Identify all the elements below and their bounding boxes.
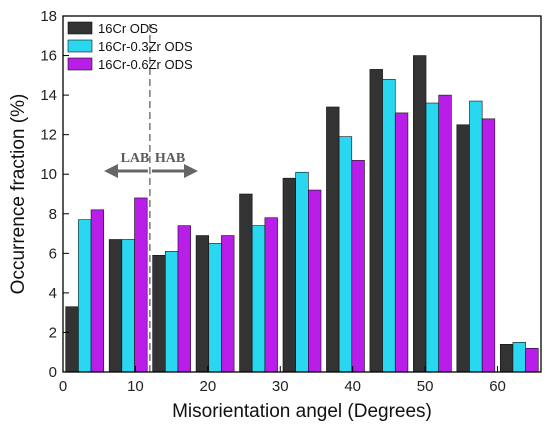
bar-16cr-0-6zr-ods-39 bbox=[351, 160, 365, 373]
bar-16cr-ods-57 bbox=[456, 124, 470, 373]
y-tick-label: 18 bbox=[40, 8, 57, 25]
bar-16cr-ods-45 bbox=[369, 69, 383, 373]
lab-label: LAB bbox=[121, 151, 150, 166]
legend-swatch bbox=[67, 21, 93, 35]
x-tick-label: 20 bbox=[200, 378, 217, 395]
bar-16cr-0-6zr-ods-3 bbox=[90, 209, 105, 373]
y-tick-label: 8 bbox=[49, 206, 57, 223]
bars-layer bbox=[65, 55, 539, 373]
lab-arrow-head bbox=[104, 164, 118, 178]
x-tick-label: 10 bbox=[127, 378, 144, 395]
y-axis-title: Occurrence fraction (%) bbox=[8, 94, 29, 295]
ticks-layer: 0 10 20 30 40 50 60 0 2 4 6 8 10 12 14 16 18 bbox=[40, 8, 506, 395]
bar-16cr-0-3zr-ods-21 bbox=[208, 243, 222, 373]
bar-16cr-ods-15 bbox=[152, 255, 166, 373]
bar-16cr-0-3zr-ods-33 bbox=[295, 171, 309, 373]
x-axis-title: Misorientation angel (Degrees) bbox=[172, 401, 432, 422]
legend-label: 16Cr ODS bbox=[98, 21, 158, 36]
x-tick-label: 60 bbox=[489, 378, 506, 395]
bar-16cr-ods-21 bbox=[195, 235, 210, 373]
bar-16cr-0-6zr-ods-15 bbox=[177, 225, 191, 373]
bar-16cr-ods-3 bbox=[65, 306, 79, 373]
bar-16cr-0-6zr-ods-57 bbox=[481, 118, 496, 373]
y-tick-label: 10 bbox=[40, 166, 57, 183]
bar-16cr-0-6zr-ods-33 bbox=[308, 189, 322, 373]
y-tick-label: 4 bbox=[49, 285, 57, 302]
x-tick-label: 0 bbox=[59, 378, 67, 395]
plot-frame bbox=[62, 15, 542, 373]
bar-16cr-ods-9 bbox=[108, 239, 123, 373]
y-tick-label: 14 bbox=[40, 87, 57, 104]
bar-16cr-0-3zr-ods-63 bbox=[512, 342, 526, 373]
y-tick-label: 0 bbox=[49, 364, 57, 381]
bar-16cr-0-6zr-ods-45 bbox=[394, 112, 409, 373]
x-tick-label: 40 bbox=[344, 378, 361, 395]
bar-16cr-0-3zr-ods-57 bbox=[469, 100, 483, 373]
legend-label: 16Cr-0.6Zr ODS bbox=[98, 57, 193, 72]
x-tick-label: 50 bbox=[417, 378, 434, 395]
bar-16cr-0-3zr-ods-45 bbox=[382, 78, 396, 373]
bar-16cr-ods-39 bbox=[326, 106, 340, 373]
bar-16cr-0-6zr-ods-51 bbox=[438, 94, 452, 373]
bar-16cr-0-6zr-ods-9 bbox=[134, 197, 148, 373]
bar-16cr-0-3zr-ods-39 bbox=[338, 136, 353, 373]
bar-16cr-0-3zr-ods-27 bbox=[251, 225, 266, 373]
legend-label: 16Cr-0.3Zr ODS bbox=[98, 39, 193, 54]
y-tick-label: 12 bbox=[40, 127, 57, 144]
y-tick-label: 16 bbox=[40, 48, 57, 65]
bar-16cr-0-6zr-ods-21 bbox=[221, 235, 235, 373]
bar-16cr-0-6zr-ods-27 bbox=[264, 217, 278, 373]
bar-16cr-ods-33 bbox=[282, 177, 296, 373]
bar-16cr-0-3zr-ods-9 bbox=[121, 239, 135, 373]
hab-arrow-head bbox=[184, 164, 198, 178]
bar-16cr-ods-51 bbox=[413, 55, 427, 373]
bar-16cr-ods-63 bbox=[499, 344, 514, 373]
bar-16cr-ods-27 bbox=[239, 193, 253, 373]
bar-16cr-0-6zr-ods-63 bbox=[525, 347, 539, 373]
annotation-layer: LAB HAB bbox=[104, 24, 198, 372]
y-tick-label: 2 bbox=[49, 324, 57, 341]
x-tick-label: 30 bbox=[272, 378, 289, 395]
legend: 16Cr ODS 16Cr-0.3Zr ODS 16Cr-0.6Zr ODS bbox=[67, 21, 193, 72]
legend-swatch bbox=[67, 57, 93, 71]
bar-16cr-0-3zr-ods-51 bbox=[425, 102, 440, 373]
bar-16cr-0-3zr-ods-3 bbox=[78, 219, 92, 373]
y-tick-label: 6 bbox=[49, 245, 57, 262]
hab-label: HAB bbox=[155, 151, 185, 166]
legend-swatch bbox=[67, 39, 93, 53]
bar-16cr-0-3zr-ods-15 bbox=[164, 251, 179, 373]
